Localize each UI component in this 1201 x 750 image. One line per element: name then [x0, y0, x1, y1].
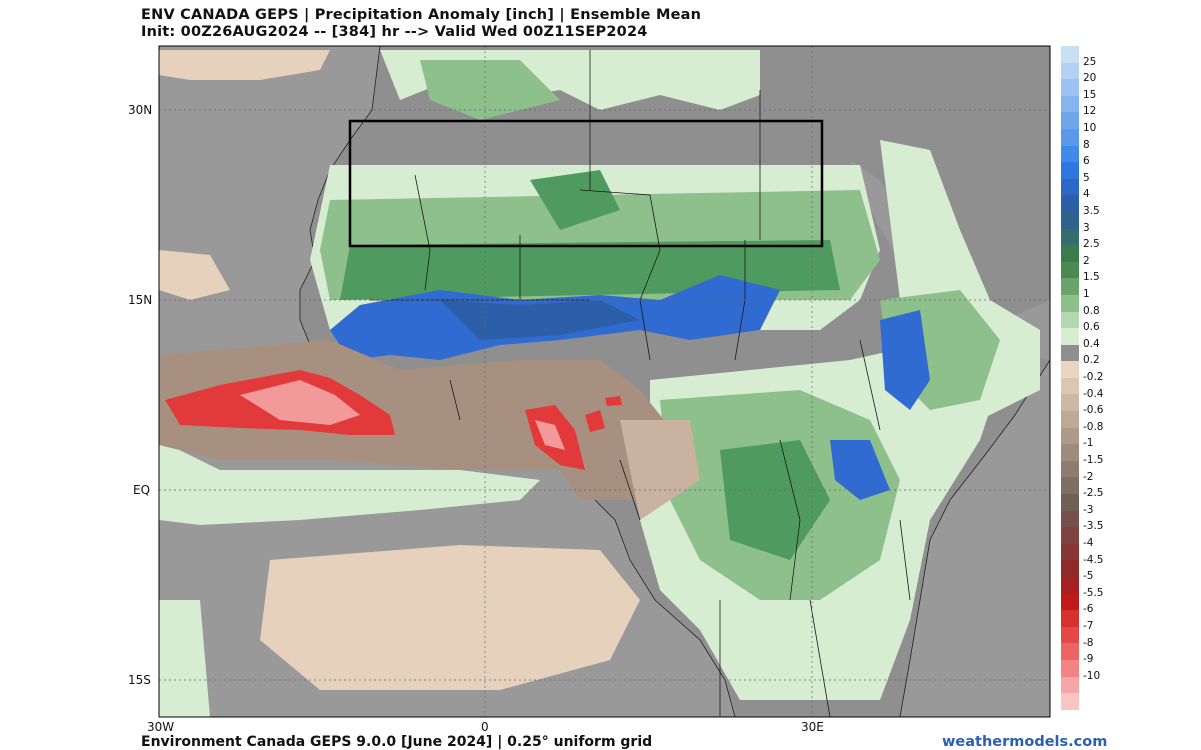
colorbar-swatch	[1061, 145, 1079, 163]
colorbar-label: -1	[1083, 437, 1094, 450]
lat-label-30n: 30N	[128, 103, 153, 117]
colorbar-label: 15	[1083, 88, 1097, 101]
colorbar-swatch	[1061, 79, 1079, 96]
colorbar-swatch	[1061, 95, 1079, 113]
colorbar-label: -4.5	[1083, 553, 1104, 566]
colorbar-label: -5	[1083, 570, 1094, 583]
colorbar-label: 0.4	[1083, 337, 1100, 350]
colorbar-swatch	[1061, 46, 1079, 63]
colorbar-swatch	[1061, 626, 1079, 644]
colorbar-swatch	[1061, 543, 1079, 561]
colorbar-swatch	[1061, 311, 1079, 329]
colorbar-label: 1.5	[1083, 271, 1100, 284]
colorbar-label: -7	[1083, 620, 1094, 632]
colorbar-label: 0.6	[1083, 321, 1100, 334]
colorbar-label: 25	[1083, 55, 1097, 68]
colorbar-label: 6	[1083, 155, 1090, 168]
colorbar-swatch	[1061, 444, 1079, 461]
colorbar-swatch	[1061, 610, 1079, 627]
lat-label-eq: EQ	[133, 483, 151, 497]
colorbar-label: 0.8	[1083, 304, 1100, 317]
colorbar-label: -0.4	[1083, 387, 1104, 400]
colorbar-swatch	[1061, 676, 1079, 694]
colorbar-label: 0.2	[1083, 354, 1100, 367]
colorbar-swatch	[1061, 510, 1079, 528]
colorbar-label: -3	[1083, 503, 1094, 516]
colorbar-swatch	[1061, 344, 1079, 362]
colorbar-label: 10	[1083, 122, 1097, 134]
colorbar-swatch	[1061, 228, 1079, 246]
colorbar-label: -2	[1083, 470, 1094, 483]
footer-model-info: Environment Canada GEPS 9.0.0 [June 2024…	[141, 734, 653, 750]
colorbar-swatch	[1061, 328, 1079, 345]
colorbar-swatch	[1061, 527, 1079, 544]
colorbar-label: -6	[1083, 603, 1094, 616]
colorbar-label: -10	[1083, 669, 1101, 682]
colorbar-swatch	[1061, 411, 1079, 428]
colorbar-label: 3	[1083, 221, 1090, 234]
colorbar-swatch	[1061, 278, 1079, 295]
colorbar-swatch	[1061, 593, 1079, 611]
colorbar-label: 8	[1083, 138, 1090, 151]
colorbar-label: 2	[1083, 254, 1090, 267]
colorbar-label: -1.5	[1083, 454, 1104, 466]
colorbar-swatch	[1061, 577, 1079, 594]
colorbar-label: 4	[1083, 188, 1090, 201]
colorbar-swatch	[1061, 128, 1079, 146]
colorbar-swatch	[1061, 460, 1079, 478]
colorbar-label: -8	[1083, 636, 1094, 649]
colorbar-swatch	[1061, 659, 1079, 677]
colorbar-label: -0.8	[1083, 420, 1104, 433]
colorbar-label: 5	[1083, 171, 1090, 184]
colorbar-swatch	[1061, 394, 1079, 412]
colorbar-label: -9	[1083, 653, 1094, 666]
colorbar-label: -4	[1083, 537, 1094, 549]
brand-link[interactable]: weathermodels.com	[942, 734, 1108, 750]
colorbar-label: -0.2	[1083, 371, 1104, 383]
colorbar-swatch	[1061, 211, 1079, 229]
lon-label-0: 0	[481, 720, 489, 734]
colorbar-swatch	[1061, 477, 1079, 495]
colorbar-swatch	[1061, 377, 1079, 395]
colorbar-label: 1	[1083, 288, 1090, 300]
colorbar-label: -5.5	[1083, 586, 1104, 599]
colorbar-swatch	[1061, 693, 1079, 710]
dry-anomaly-tan	[260, 545, 640, 690]
colorbar-label: -3.5	[1083, 520, 1104, 533]
colorbar-swatch	[1061, 643, 1079, 660]
lat-label-15n: 15N	[128, 293, 153, 307]
lon-label-30w: 30W	[147, 720, 175, 734]
sahel-highlight-box	[348, 119, 824, 248]
colorbar-label: 3.5	[1083, 205, 1100, 217]
colorbar-swatch	[1061, 261, 1079, 279]
colorbar-label: 20	[1083, 72, 1097, 85]
colorbar-swatch	[1061, 178, 1079, 196]
colorbar-swatch	[1061, 294, 1079, 312]
colorbar-label: 12	[1083, 105, 1097, 118]
colorbar-label: -2.5	[1083, 487, 1104, 500]
chart-title-line2: Init: 00Z26AUG2024 -- [384] hr --> Valid…	[141, 24, 648, 40]
colorbar-swatch	[1061, 361, 1079, 378]
chart-title-line1: ENV CANADA GEPS | Precipitation Anomaly …	[141, 7, 702, 23]
colorbar-swatch	[1061, 245, 1079, 262]
colorbar-swatch	[1061, 427, 1079, 445]
colorbar-swatch	[1061, 195, 1079, 212]
colorbar-swatch	[1061, 494, 1079, 511]
colorbar	[1061, 46, 1079, 710]
lat-label-15s: 15S	[128, 673, 151, 687]
colorbar-swatch	[1061, 112, 1079, 129]
colorbar-swatch	[1061, 560, 1079, 577]
colorbar-swatch	[1061, 62, 1079, 80]
colorbar-label: -0.6	[1083, 404, 1104, 417]
lon-label-30e: 30E	[801, 720, 824, 734]
colorbar-label: 2.5	[1083, 238, 1100, 251]
colorbar-swatch	[1061, 162, 1079, 179]
